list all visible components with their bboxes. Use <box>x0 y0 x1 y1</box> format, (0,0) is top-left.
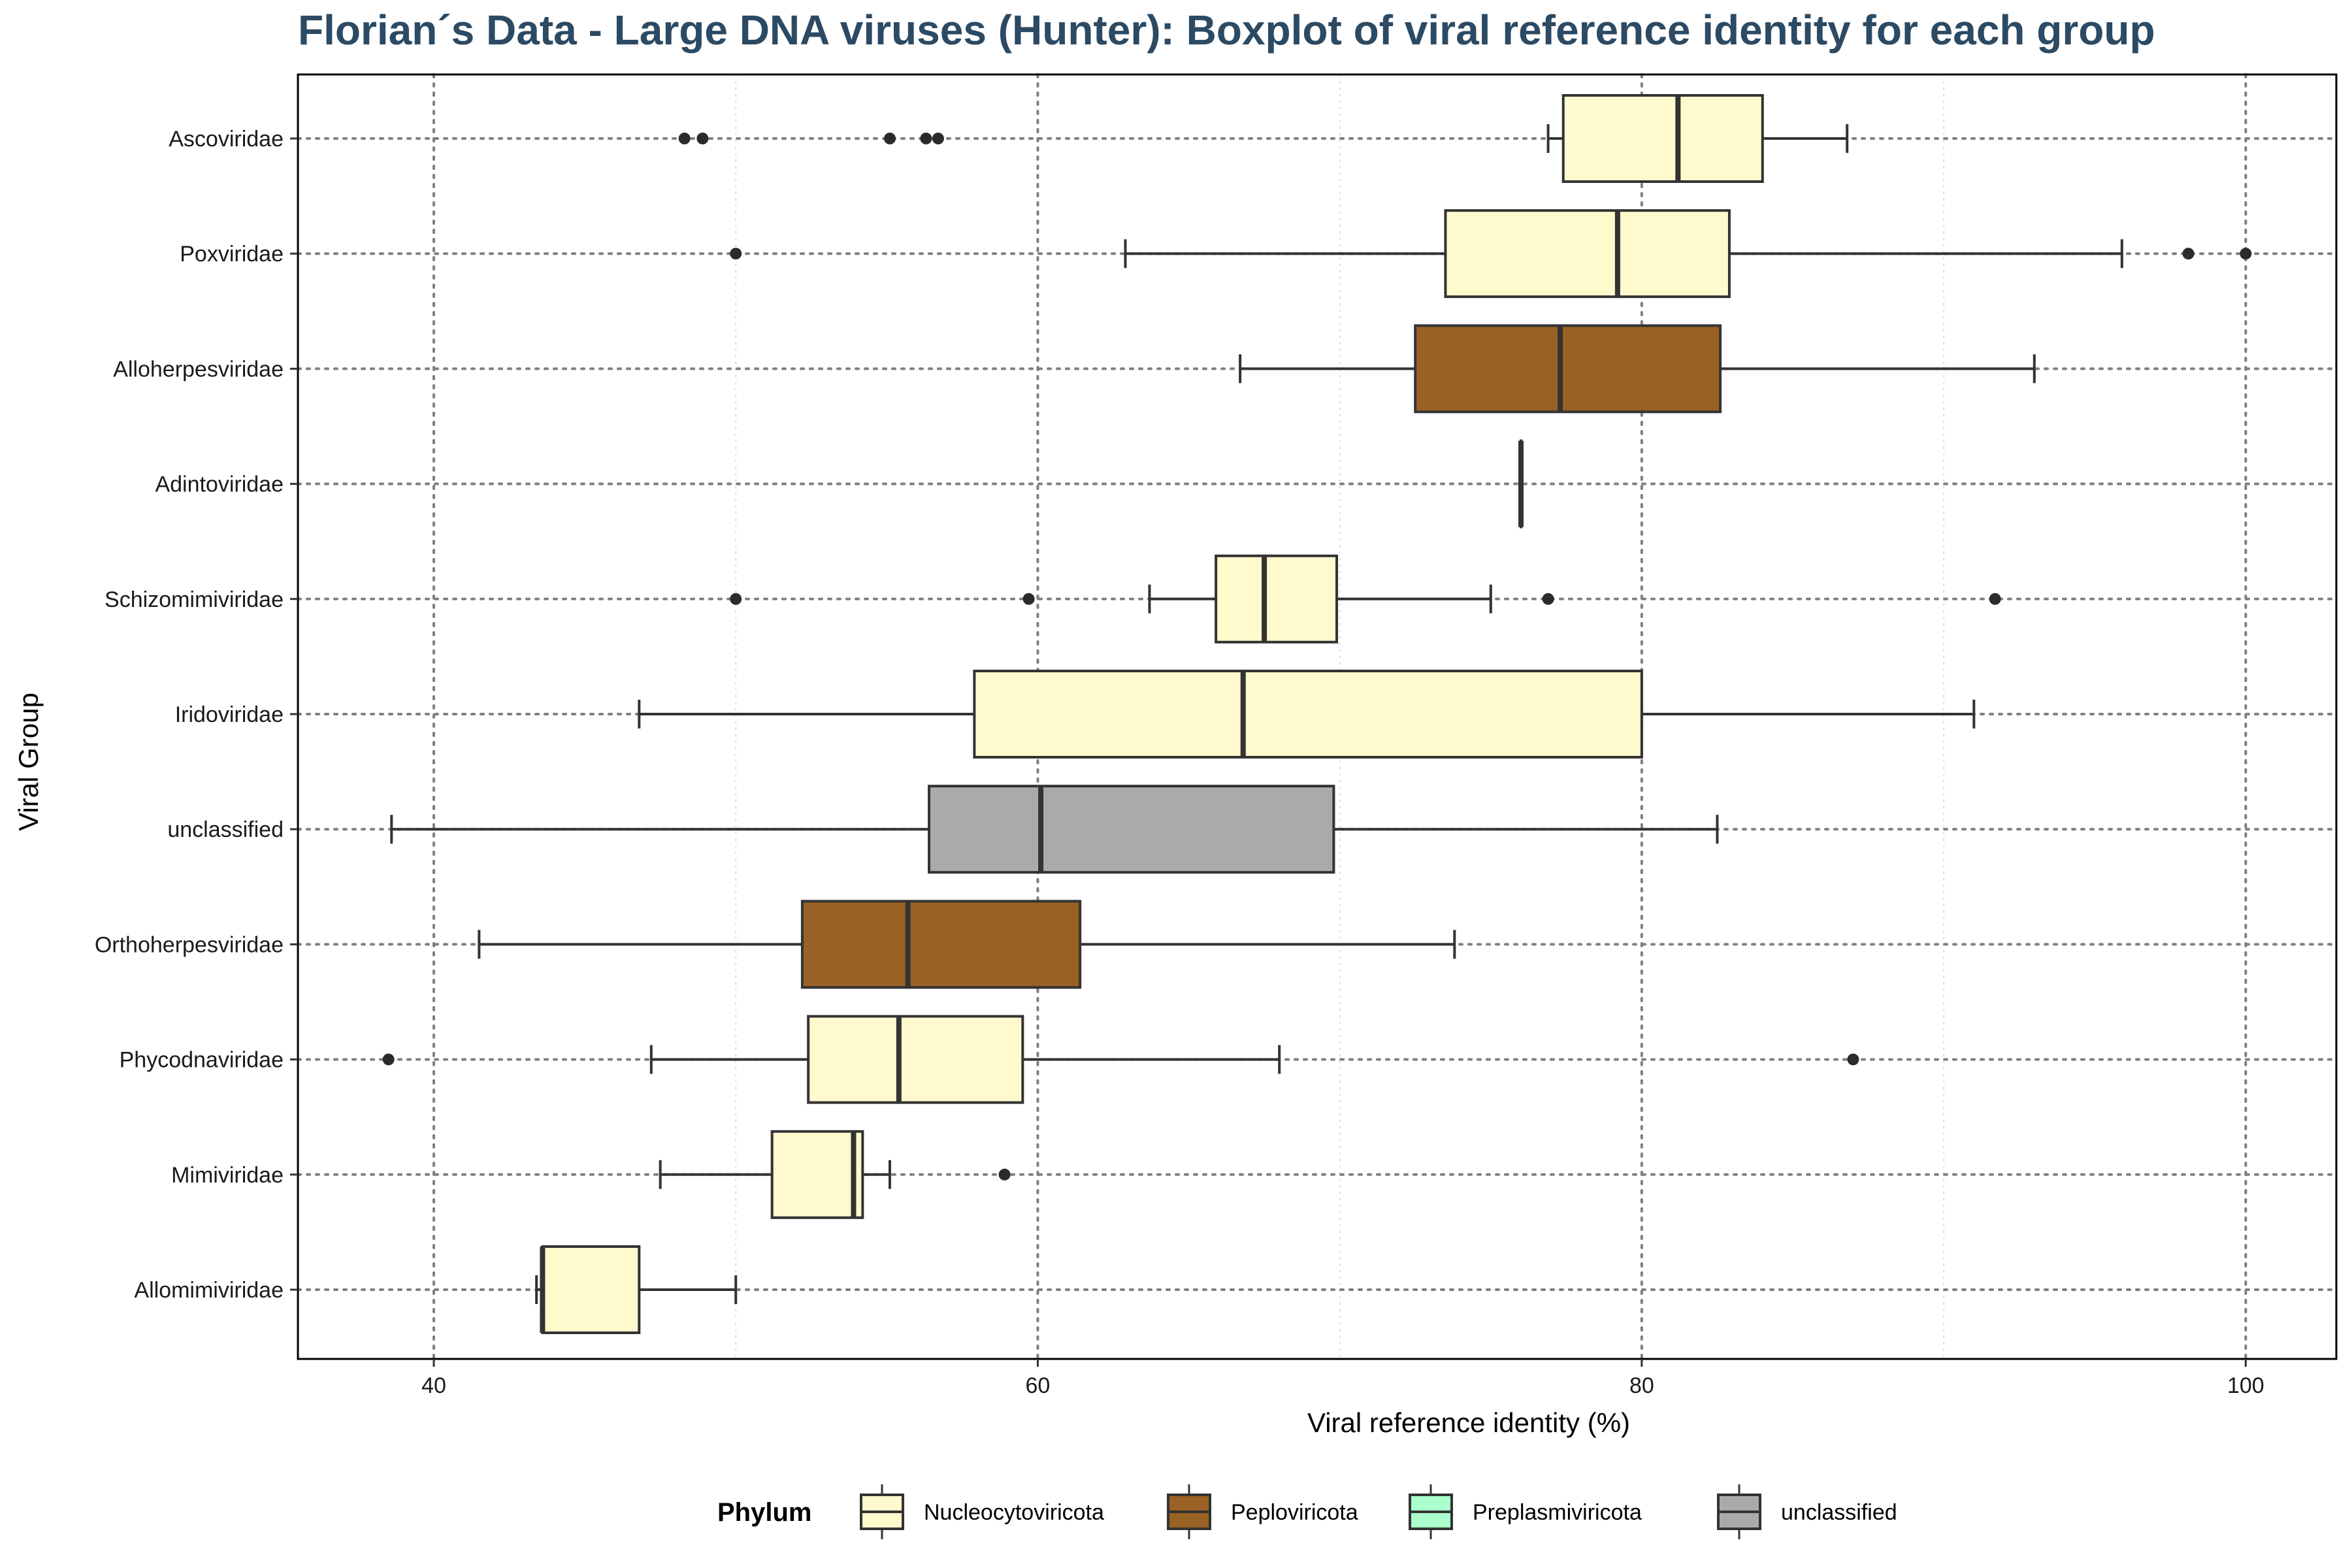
y-tick-label: Schizomimiviridae <box>105 587 284 612</box>
box-iqr <box>928 785 1335 874</box>
box-iqr <box>1414 324 1722 414</box>
y-tick-label: Adintoviridae <box>155 472 284 497</box>
outlier-point <box>2182 248 2195 260</box>
outlier-point <box>730 248 742 260</box>
box-iqr <box>541 1245 641 1334</box>
box-iqr <box>973 670 1643 759</box>
y-axis-label: Viral Group <box>13 693 44 831</box>
outlier-point <box>678 133 691 144</box>
x-tick-label: 80 <box>1629 1373 1654 1398</box>
y-tick-label: Phycodnaviridae <box>120 1048 284 1073</box>
box-iqr <box>800 900 1082 989</box>
outlier-point <box>1022 593 1035 605</box>
y-tick-label: unclassified <box>167 817 284 842</box>
legend-label: Peploviricota <box>1231 1500 1358 1525</box>
legend: Phylum Nucleocytoviricota Peploviricota Pre… <box>717 1484 1897 1539</box>
box-iqr <box>1444 209 1731 299</box>
outlier-point <box>382 1053 395 1066</box>
box-poxviridae <box>730 209 2252 299</box>
outlier-point <box>883 133 896 144</box>
legend-item-peploviricota: Peploviricota <box>1167 1484 1358 1539</box>
box-schizomimiviridae <box>730 554 2001 644</box>
chart-title: Florian´s Data - Large DNA viruses (Hunt… <box>298 7 2155 54</box>
outlier-point <box>932 133 944 144</box>
legend-item-unclassified: unclassified <box>1717 1484 1897 1539</box>
legend-label: unclassified <box>1781 1500 1897 1525</box>
outlier-point <box>1989 593 2001 605</box>
outlier-point <box>696 133 709 144</box>
x-axis-label: Viral reference identity (%) <box>1307 1407 1630 1438</box>
plot-area: Ascoviridae Poxviridae Alloherpesviridae Ad… <box>95 73 2338 1398</box>
box-alloherpesviridae <box>1239 324 2036 414</box>
box-ascoviridae <box>678 94 1849 183</box>
outlier-point <box>1847 1053 1859 1066</box>
x-tick-label: 100 <box>2227 1373 2264 1398</box>
outlier-point <box>730 593 742 605</box>
legend-item-nucleocytoviricota: Nucleocytoviricota <box>860 1484 1104 1539</box>
panel-border <box>297 73 2338 1360</box>
box-allomimiviridae <box>535 1245 738 1334</box>
outlier-point <box>920 133 932 144</box>
y-tick-label: Poxviridae <box>180 242 284 267</box>
x-tick-label: 40 <box>421 1373 446 1398</box>
outlier-point <box>2240 248 2252 260</box>
box-iqr <box>807 1015 1024 1104</box>
y-tick-label: Allomimiviridae <box>134 1278 284 1303</box>
box-iqr <box>1215 554 1339 644</box>
y-tick-label: Mimiviridae <box>171 1163 284 1188</box>
y-tick-label: Alloherpesviridae <box>113 357 284 382</box>
outlier-point <box>998 1168 1011 1181</box>
box-iridoviridae <box>638 670 1976 759</box>
y-tick-label: Ascoviridae <box>169 127 284 152</box>
box-iqr <box>1561 94 1764 183</box>
legend-label: Nucleocytoviricota <box>924 1500 1104 1525</box>
box-unclassified <box>390 785 1719 874</box>
legend-item-preplasmiviricota: Preplasmiviricota <box>1409 1484 1642 1539</box>
y-tick-label: Orthoherpesviridae <box>95 932 284 957</box>
outlier-point <box>1542 593 1554 605</box>
box-orthoherpesviridae <box>478 900 1456 989</box>
box-mimiviridae <box>659 1130 1011 1219</box>
legend-title: Phylum <box>717 1498 811 1527</box>
x-tick-label: 60 <box>1026 1373 1051 1398</box>
box-phycodnaviridae <box>382 1015 1859 1104</box>
box-iqr <box>770 1130 864 1219</box>
legend-label: Preplasmiviricota <box>1473 1500 1642 1525</box>
y-tick-label: Iridoviridae <box>175 702 284 727</box>
